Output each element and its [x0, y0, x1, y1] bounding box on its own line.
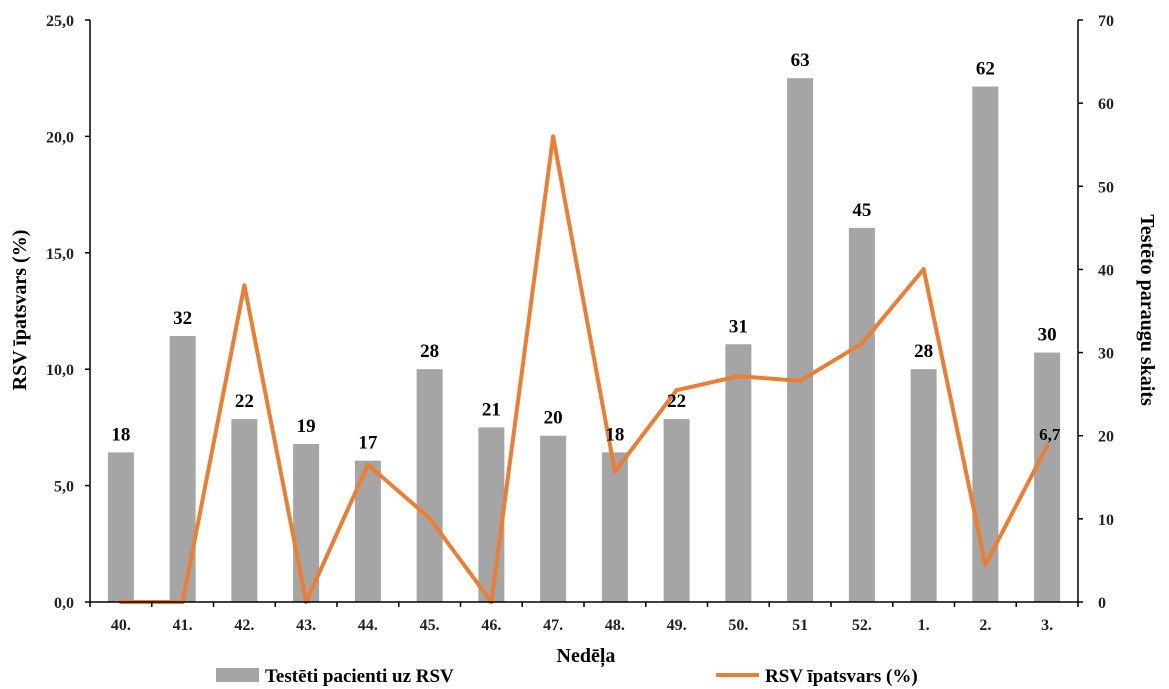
- bar-15: [1034, 352, 1061, 602]
- x-axis-title: Nedēļa: [557, 645, 616, 668]
- bar-9: [663, 419, 690, 602]
- bar-value-label-3: 19: [297, 416, 316, 437]
- legend: Testēti pacienti uz RSV RSV īpatsvars (%…: [216, 666, 918, 687]
- bar-value-label-4: 17: [358, 433, 378, 454]
- axes-layer: 0,0 5,0 10,0 15,0 20,0 25,0 0 10 20 30 40 50 60 70 40.…: [46, 13, 1114, 634]
- bar-8: [601, 452, 628, 602]
- bar-value-label-14: 62: [976, 59, 995, 80]
- labels-layer: 18 32 22 19 17 28 21 20 18 22 31 63 45 28 62 30 6,7: [111, 50, 1061, 453]
- y-left-tick-label-2: 10,0: [46, 362, 74, 379]
- line-point-15: [1045, 444, 1050, 449]
- bar-value-label-2: 22: [235, 391, 254, 412]
- bar-value-label-0: 18: [111, 424, 130, 445]
- bar-value-label-6: 21: [482, 399, 501, 420]
- y-left-tick-label-5: 25,0: [46, 13, 74, 30]
- y-right-tick-label-6: 60: [1098, 96, 1114, 113]
- bar-10: [725, 344, 752, 602]
- legend-label-bars: Testēti pacienti uz RSV: [265, 666, 454, 687]
- bar-0: [107, 452, 134, 602]
- bar-value-label-7: 20: [544, 408, 563, 429]
- y-axis-right-title: Testēto paraugu skaits: [1136, 214, 1158, 406]
- y-left-tick-label-4: 20,0: [46, 129, 74, 146]
- x-tick-label-4: 44.: [358, 617, 378, 634]
- x-tick-label-13: 1.: [918, 617, 930, 634]
- bar-value-label-13: 28: [914, 341, 933, 362]
- y-right-tick-label-7: 70: [1098, 13, 1114, 30]
- bar-value-label-5: 28: [420, 341, 439, 362]
- x-tick-label-12: 52.: [852, 617, 872, 634]
- line-layer: [118, 134, 1050, 604]
- y-right-tick-label-4: 40: [1098, 262, 1114, 279]
- x-tick-label-6: 46.: [481, 617, 501, 634]
- y-axis-left-title: RSV īpatsvars (%): [9, 230, 31, 391]
- x-tick-label-8: 48.: [605, 617, 625, 634]
- bar-value-label-8: 18: [605, 424, 624, 445]
- line-point-4: [365, 462, 370, 467]
- x-tick-label-15: 3.: [1041, 617, 1053, 634]
- y-right-tick-label-2: 20: [1098, 429, 1114, 446]
- line-point-2: [242, 283, 247, 288]
- x-tick-label-14: 2.: [979, 617, 991, 634]
- bar-value-label-10: 31: [729, 316, 748, 337]
- line-point-10: [736, 374, 741, 379]
- bar-value-label-15: 30: [1038, 325, 1057, 346]
- y-right-tick-label-3: 30: [1098, 346, 1114, 363]
- bar-value-label-9: 22: [667, 391, 686, 412]
- x-tick-label-3: 43.: [296, 617, 316, 634]
- line-point-label-15: 6,7: [1039, 425, 1061, 444]
- x-tick-label-10: 50.: [728, 617, 748, 634]
- line-point-12: [859, 341, 864, 346]
- y-left-tick-label-0: 0,0: [54, 595, 74, 612]
- bar-12: [848, 227, 875, 602]
- y-right-tick-label-1: 10: [1098, 512, 1114, 529]
- bar-3: [293, 444, 320, 602]
- bar-7: [540, 435, 567, 602]
- x-tick-label-2: 42.: [234, 617, 254, 634]
- x-tick-label-7: 47.: [543, 617, 563, 634]
- bar-6: [478, 427, 505, 602]
- rsv-share-line: [118, 134, 1050, 604]
- line-point-8: [612, 469, 617, 474]
- line-point-7: [551, 134, 556, 139]
- y-right-tick-label-5: 50: [1098, 179, 1114, 196]
- bar-value-label-12: 45: [852, 200, 871, 221]
- line-point-14: [983, 562, 988, 567]
- x-tick-label-5: 45.: [420, 617, 440, 634]
- x-tick-label-11: 51: [792, 617, 808, 634]
- y-left-tick-label-1: 5,0: [54, 479, 74, 496]
- y-right-tick-label-0: 0: [1098, 595, 1106, 612]
- legend-label-line: RSV īpatsvars (%): [765, 666, 918, 687]
- x-tick-label-1: 41.: [173, 617, 193, 634]
- legend-swatch-bars: [216, 668, 259, 682]
- bar-2: [231, 419, 258, 602]
- line-point-5: [427, 516, 432, 521]
- bars-layer: [107, 78, 1061, 602]
- x-tick-label-9: 49.: [667, 617, 687, 634]
- bar-13: [910, 369, 937, 602]
- bar-5: [416, 369, 443, 602]
- line-point-11: [798, 378, 803, 383]
- line-point-13: [921, 267, 926, 272]
- bar-value-label-1: 32: [173, 308, 192, 329]
- bar-value-label-11: 63: [791, 50, 810, 71]
- x-tick-label-0: 40.: [111, 617, 131, 634]
- y-left-tick-label-3: 15,0: [46, 246, 74, 263]
- bar-11: [787, 78, 814, 602]
- line-point-9: [674, 388, 679, 393]
